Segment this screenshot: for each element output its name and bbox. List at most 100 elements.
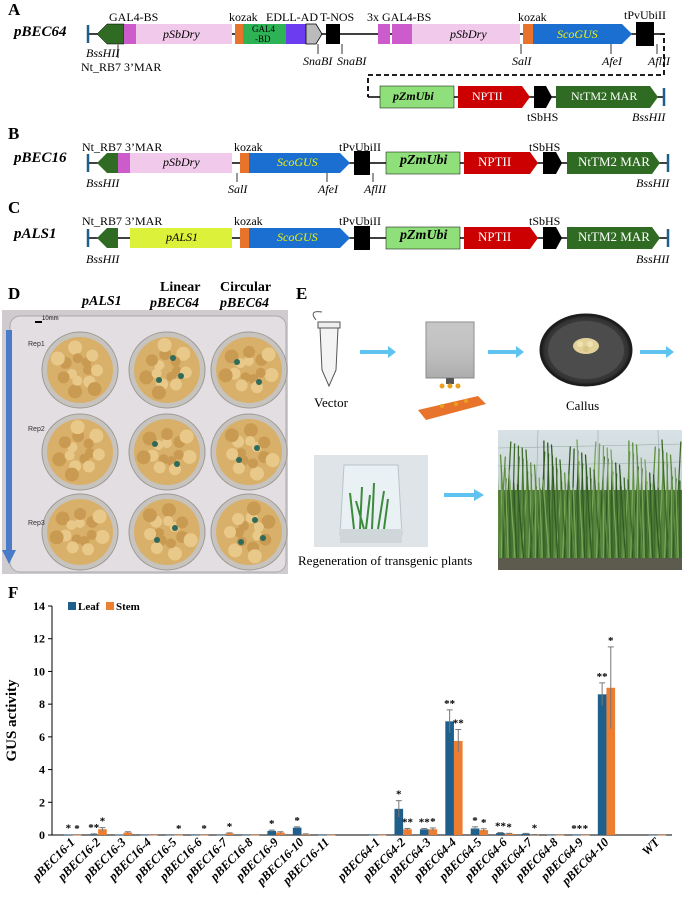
- y-tick-label: 4: [39, 763, 45, 777]
- label-nttm2-mar-b: NtTM2 MAR: [578, 154, 650, 169]
- bar-leaf: [419, 829, 429, 835]
- y-tick-label: 12: [33, 632, 45, 646]
- legend-label-stem: Stem: [116, 601, 140, 613]
- regeneration-jar-photo: [314, 455, 428, 547]
- psbdry-box-1: [136, 24, 232, 44]
- significance-mark: *: [294, 815, 300, 827]
- significance-mark: **: [402, 816, 414, 828]
- significance-mark: **: [444, 698, 456, 710]
- significance-mark: *: [227, 821, 233, 833]
- label-snab2: SnaBI: [337, 54, 367, 68]
- tnos-box: [326, 24, 340, 44]
- bar-leaf: [445, 721, 454, 835]
- significance-mark: *: [583, 823, 589, 835]
- col-label-circular-pbec64: pBEC64: [220, 296, 270, 311]
- significance-mark: *: [481, 817, 487, 829]
- panel-label-c: C: [8, 198, 21, 217]
- label-callus: Callus: [566, 398, 600, 413]
- label-tpvubi-c: tPvUbiII: [339, 214, 381, 228]
- panel-label-a: A: [8, 0, 21, 19]
- bar-leaf: [89, 834, 99, 835]
- arrow-2: [488, 346, 524, 358]
- bar-stem: [123, 832, 133, 835]
- bar-leaf: [496, 833, 505, 835]
- significance-mark: *: [506, 821, 512, 833]
- bar-leaf: [369, 834, 378, 836]
- legend-swatch-leaf: [68, 602, 76, 610]
- scale-bar-label: 10mm: [42, 316, 59, 322]
- significance-mark: *: [100, 816, 106, 828]
- rep2-label: Rep2: [28, 426, 45, 433]
- bar-stem: [98, 829, 107, 835]
- panel-label-b: B: [8, 124, 20, 143]
- y-tick-label: 0: [39, 828, 45, 842]
- rep3-label: Rep3: [28, 520, 45, 527]
- significance-mark: *: [430, 816, 436, 828]
- label-tpvubi-b: tPvUbiII: [339, 140, 381, 154]
- label-afl: AflII: [648, 54, 670, 68]
- label-edll-ad: EDLL-AD: [266, 10, 318, 24]
- pzmubi-box: [379, 85, 455, 109]
- label-mar: Nt_RB7 3’MAR: [81, 60, 162, 74]
- tpvubi-box: [636, 22, 654, 46]
- label-gal4-bs: GAL4-BS: [109, 10, 159, 24]
- rep1-label: Rep1: [28, 341, 45, 348]
- bar-stem: [301, 834, 311, 835]
- label-bsshii-left: BssHII: [86, 46, 120, 60]
- label-tpvubi: tPvUbiII: [624, 8, 666, 22]
- label-kozak-b: kozak: [234, 140, 263, 154]
- kozak-box-2: [523, 24, 533, 44]
- label-nttm2-mar-c: NtTM2 MAR: [578, 229, 650, 244]
- significance-mark: **: [419, 816, 431, 828]
- significance-mark: *: [201, 823, 207, 835]
- arrow-4: [444, 489, 484, 501]
- panel-label-e: E: [296, 284, 308, 303]
- arrow-1: [360, 346, 396, 358]
- label-pzmubi-b: pZmUbi: [400, 153, 448, 168]
- bar-leaf: [394, 808, 404, 835]
- label-bsshii-left-b: BssHII: [86, 176, 120, 190]
- label-snab1: SnaBI: [303, 54, 333, 68]
- bar-leaf: [114, 834, 124, 836]
- label-mar-c: Nt_RB7 3’MAR: [82, 214, 163, 228]
- significance-mark: *: [74, 823, 80, 835]
- bar-stem: [276, 832, 285, 835]
- edll-arrow: [305, 23, 323, 45]
- label-gal4bd-top: GAL4: [252, 24, 275, 34]
- edll-ad-box: [286, 24, 306, 44]
- construct-name-pals1: pALS1: [14, 226, 57, 242]
- bar-stem: [453, 740, 463, 835]
- significance-mark: *: [472, 815, 478, 827]
- label-bsshii-left-c: BssHII: [86, 252, 120, 266]
- label-sal: SalI: [512, 54, 532, 68]
- gal4-bs-box: [124, 24, 136, 44]
- bar-stem: [581, 834, 590, 836]
- y-axis-label: GUS activity: [4, 679, 20, 762]
- bar-stem: [479, 830, 489, 835]
- gal4-bd-box: [243, 24, 286, 44]
- significance-mark: **: [571, 823, 583, 835]
- label-bsshii-right: BssHII: [632, 110, 666, 124]
- bar-stem: [657, 834, 666, 836]
- col-label-linear-pbec64: pBEC64: [150, 296, 200, 311]
- label-regeneration: Regeneration of transgenic plants: [298, 553, 473, 568]
- col-label-pals1: pALS1: [82, 294, 122, 309]
- bar-stem: [428, 829, 438, 835]
- bar-leaf: [470, 828, 480, 835]
- significance-mark: *: [269, 818, 275, 830]
- bar-leaf: [267, 830, 277, 835]
- label-mar-b: Nt_RB7 3’MAR: [82, 140, 163, 154]
- label-psbdry-2: pSbDry: [450, 27, 487, 41]
- nttm2-mar-arrow: [556, 86, 658, 108]
- callus-dish-icon: [539, 313, 633, 387]
- label-kozak-1: kozak: [229, 10, 258, 24]
- label-nptii: NPTII: [472, 89, 503, 103]
- bar-stem: [225, 833, 234, 835]
- label-afe-b: AfeI: [318, 182, 338, 196]
- significance-mark: *: [532, 823, 538, 835]
- label-bsshii-right-c: BssHII: [636, 252, 670, 266]
- bar-leaf: [521, 833, 531, 835]
- significance-mark: *: [176, 823, 182, 835]
- bar-stem: [72, 834, 82, 836]
